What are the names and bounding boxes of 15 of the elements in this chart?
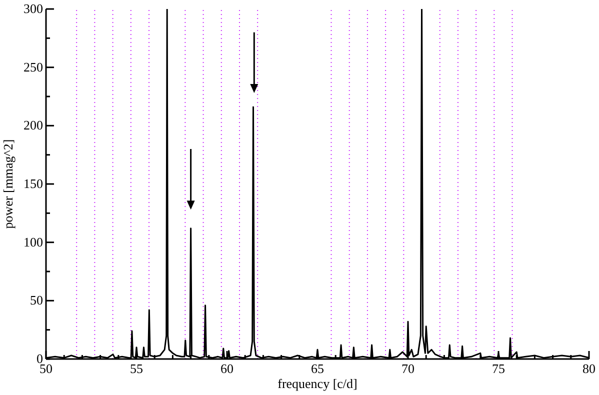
- x-tick-label: 75: [492, 361, 505, 376]
- x-axis-title: frequency [c/d]: [278, 376, 358, 391]
- x-tick-label: 70: [402, 361, 414, 376]
- y-tick-label: 0: [36, 351, 43, 366]
- x-tick-label: 55: [130, 361, 143, 376]
- x-tick-label: 80: [582, 361, 596, 376]
- y-tick-label: 250: [24, 59, 43, 74]
- y-tick-label: 300: [24, 1, 43, 16]
- y-tick-label: 200: [24, 118, 43, 133]
- x-tick-label: 60: [220, 361, 234, 376]
- y-tick-label: 50: [30, 292, 43, 308]
- y-tick-label: 100: [24, 234, 43, 250]
- y-tick-label: 150: [24, 176, 43, 191]
- x-tick-label: 65: [311, 361, 324, 376]
- y-axis-title: power [mmag^2]: [0, 139, 16, 229]
